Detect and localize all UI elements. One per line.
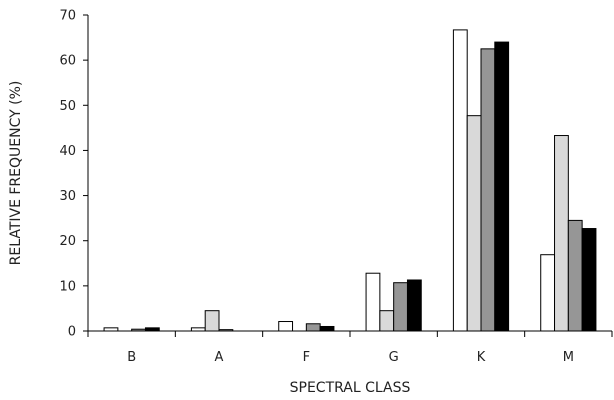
- x-tick-label: B: [127, 350, 136, 365]
- x-tick-label: A: [215, 350, 224, 365]
- y-axis-ticks: 0 10 20 30 40 50 60 70: [59, 9, 88, 340]
- y-tick-label: 10: [59, 279, 76, 294]
- bar: [379, 310, 395, 332]
- x-tick-label: M: [563, 350, 574, 365]
- bar: [567, 219, 583, 332]
- bar: [494, 41, 510, 332]
- bar: [393, 282, 408, 332]
- bars: [103, 29, 597, 332]
- x-axis-title: SPECTRAL CLASS: [290, 380, 411, 396]
- bar: [480, 48, 496, 332]
- x-tick-label: G: [389, 350, 399, 365]
- y-tick-label: 30: [59, 189, 76, 204]
- bar: [540, 254, 556, 332]
- y-tick-label: 40: [59, 144, 76, 159]
- bar: [319, 325, 335, 332]
- bar: [365, 272, 381, 332]
- y-tick-label: 0: [68, 325, 76, 340]
- bar: [406, 279, 422, 332]
- bar: [305, 323, 321, 332]
- bar: [581, 228, 597, 332]
- bar: [278, 321, 294, 332]
- y-axis-title: RELATIVE FREQUENCY (%): [8, 81, 24, 266]
- x-tick-label: F: [303, 350, 310, 365]
- y-tick-label: 20: [59, 234, 76, 249]
- y-tick-label: 60: [59, 54, 76, 69]
- bar: [204, 310, 220, 332]
- x-tick-label: K: [477, 350, 486, 365]
- bar: [554, 135, 569, 332]
- bar: [466, 115, 482, 332]
- y-tick-label: 70: [59, 9, 76, 24]
- bar: [452, 29, 468, 332]
- y-tick-label: 50: [59, 99, 76, 114]
